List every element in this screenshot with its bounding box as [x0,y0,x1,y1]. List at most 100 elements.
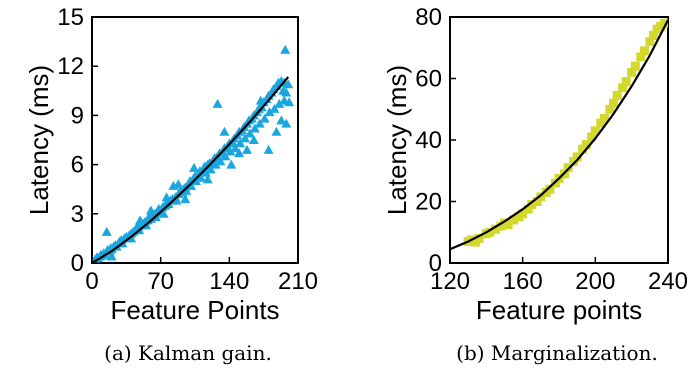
data-point [220,151,231,161]
data-point [202,174,213,184]
x-axis-label: Feature Points [110,295,279,325]
plot-frame [91,16,299,264]
x-tick-label: 140 [209,268,249,295]
data-point [161,192,172,202]
data-point [605,104,615,114]
data-point [263,144,274,154]
data-point [485,227,495,237]
data-point [254,118,265,128]
data-point [627,67,637,77]
data-point [244,128,255,138]
caption: (a) Kalman gain. [104,341,272,365]
data-point [509,215,519,225]
data-layer [92,44,295,263]
data-point [173,179,184,189]
data-point [590,126,600,136]
data-point [503,220,513,230]
y-tick-label: 9 [71,102,84,129]
y-tick-label: 40 [415,127,442,154]
data-point [276,115,287,125]
data-point [241,144,252,154]
data-point [618,83,628,93]
data-point [284,97,295,107]
fit-line [92,76,290,263]
x-tick-label: 70 [147,268,174,295]
x-tick-label: 210 [278,268,318,295]
data-point [240,133,251,143]
data-point [248,135,259,144]
data-point [587,132,597,142]
data-point [612,90,622,100]
data-point [145,205,156,215]
data-point [281,118,292,128]
data-point [225,146,236,156]
fit-line [450,19,668,251]
data-point [474,233,484,243]
data-point [215,156,226,166]
data-point [235,138,246,148]
data-point [569,157,579,167]
data-point [269,103,280,113]
data-point [212,98,223,108]
data-point [572,152,582,162]
y-tick-label: 6 [71,152,84,179]
data-point [158,208,169,218]
data-point [659,18,668,28]
data-point [527,200,537,210]
data-point [249,123,260,133]
data-point [536,192,546,202]
data-point [180,194,191,204]
data-point [490,224,500,234]
data-point [518,209,528,219]
data-point [200,167,211,177]
data-point [186,180,197,190]
data-point [523,204,533,214]
data-point [599,113,609,123]
data-point [189,162,200,172]
y-tick-label: 12 [57,53,84,80]
data-point [532,197,542,206]
data-point [636,52,646,62]
data-point [264,107,275,117]
data-point [280,44,291,54]
x-tick-label: 0 [85,268,98,295]
data-point [645,37,655,47]
data-point [181,185,192,195]
y-tick-label: 15 [57,4,84,31]
data-point [205,164,216,174]
data-point [609,98,618,108]
data-point [101,226,112,236]
data-point [545,184,555,194]
data-point [281,87,292,97]
x-tick-label: 200 [575,268,615,295]
data-point [135,215,146,225]
data-point [255,95,266,105]
data-point [271,126,282,136]
data-point [226,159,237,169]
data-layer [450,18,668,251]
data-point [578,144,588,154]
y-tick-label: 0 [429,250,442,277]
y-axis-label: Latency (ms) [382,65,412,215]
data-point [259,113,270,123]
data-point [596,118,606,128]
data-point [234,148,245,158]
data-point [630,61,640,71]
data-point [195,172,206,182]
y-tick-label: 3 [71,201,84,228]
y-tick-label: 0 [71,250,84,277]
x-axis-label: Feature points [476,295,642,325]
plot-frame [449,16,669,264]
y-tick-label: 60 [415,66,442,93]
data-point [106,251,117,261]
data-point [581,140,591,150]
y-tick-label: 80 [415,4,442,31]
data-point [274,98,285,108]
y-axis-label: Latency (ms) [24,65,54,215]
data-point [219,126,230,136]
caption: (b) Marginalization. [456,341,658,365]
y-tick-label: 20 [415,189,442,216]
